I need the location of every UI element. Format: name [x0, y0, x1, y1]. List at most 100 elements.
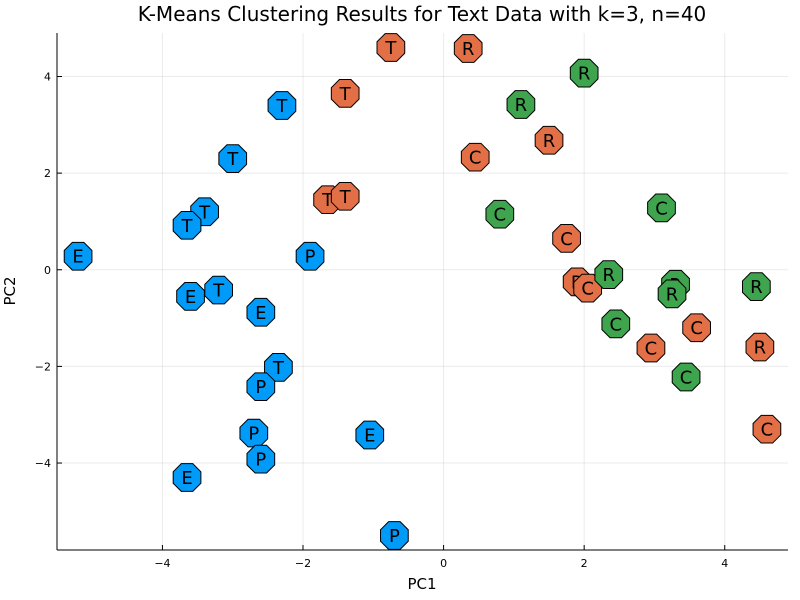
- y-axis-label: PC2: [1, 276, 19, 305]
- point-marker: [506, 90, 536, 119]
- data-point: E: [172, 463, 202, 492]
- point-marker: [267, 91, 297, 120]
- y-tick-label: 2: [44, 167, 51, 180]
- grid: [57, 33, 788, 550]
- data-point: T: [330, 181, 360, 211]
- data-point: C: [485, 199, 515, 229]
- data-point: C: [682, 313, 711, 343]
- point-label: E: [72, 247, 83, 268]
- point-marker: [594, 260, 624, 289]
- point-marker: [569, 58, 599, 88]
- data-point: R: [742, 272, 771, 302]
- data-point: R: [506, 90, 536, 119]
- y-tick-label: −2: [35, 360, 51, 373]
- point-marker: [246, 444, 276, 474]
- point-marker: [172, 463, 202, 492]
- data-point: E: [246, 297, 276, 327]
- x-tick-label: −2: [295, 557, 311, 570]
- point-label: C: [581, 279, 594, 300]
- point-label: T: [181, 216, 194, 237]
- point-marker: [172, 210, 202, 240]
- point-label: R: [750, 277, 763, 298]
- point-marker: [63, 241, 93, 271]
- point-marker: [647, 193, 676, 223]
- point-marker: [752, 414, 782, 444]
- point-marker: [453, 34, 483, 63]
- point-label: R: [462, 39, 475, 60]
- point-label: R: [543, 131, 556, 152]
- point-marker: [485, 199, 515, 229]
- data-point: P: [246, 444, 276, 474]
- cluster-3: RRCCRRRRCC: [485, 58, 771, 392]
- data-point: P: [380, 521, 409, 550]
- point-label: C: [680, 368, 693, 389]
- point-marker: [460, 142, 490, 172]
- point-label: P: [248, 424, 259, 445]
- point-label: E: [185, 287, 196, 308]
- point-label: R: [578, 64, 591, 85]
- point-marker: [176, 281, 205, 311]
- data-point: C: [552, 223, 581, 253]
- point-marker: [742, 272, 771, 302]
- data-point: C: [601, 309, 631, 339]
- point-marker: [601, 309, 631, 339]
- point-marker: [376, 33, 406, 62]
- chart-title: K-Means Clustering Results for Text Data…: [138, 2, 707, 26]
- point-marker: [657, 279, 687, 309]
- data-points: ETTTTPETETPPPEEPTRTRCTTCRCCCRCRRCCRRRRCC: [63, 33, 782, 550]
- point-marker: [246, 372, 276, 402]
- data-point: T: [376, 33, 406, 62]
- data-point: T: [264, 353, 293, 382]
- point-label: T: [339, 187, 352, 208]
- point-label: R: [515, 95, 528, 116]
- point-label: C: [610, 314, 623, 335]
- point-label: P: [255, 377, 266, 398]
- point-label: P: [255, 450, 266, 471]
- point-label: C: [469, 148, 482, 169]
- point-marker: [355, 420, 385, 450]
- data-point: R: [534, 125, 564, 155]
- point-marker: [745, 332, 775, 362]
- point-marker: [636, 333, 666, 363]
- data-point: C: [752, 414, 782, 444]
- x-axis-label: PC1: [407, 575, 436, 593]
- cluster-2: TRTRCTTCRCCCRC: [313, 33, 782, 444]
- x-tick-label: 2: [581, 557, 588, 570]
- point-label: T: [212, 281, 225, 302]
- point-marker: [330, 181, 360, 211]
- y-tick-label: 4: [44, 70, 51, 83]
- data-point: T: [204, 275, 234, 305]
- data-point: R: [594, 260, 624, 289]
- point-marker: [264, 353, 293, 382]
- x-tick-label: 0: [440, 557, 447, 570]
- point-label: T: [275, 96, 288, 117]
- point-label: E: [181, 468, 192, 489]
- x-tick-label: −4: [154, 557, 170, 570]
- point-label: R: [603, 265, 616, 286]
- data-point: P: [239, 418, 269, 448]
- point-label: T: [339, 84, 352, 105]
- x-tick-label: 4: [721, 557, 728, 570]
- point-marker: [204, 275, 234, 305]
- data-point: C: [671, 362, 701, 392]
- point-label: C: [560, 229, 573, 250]
- point-label: C: [761, 420, 774, 441]
- point-label: T: [226, 149, 239, 170]
- point-label: C: [645, 339, 658, 360]
- point-label: R: [754, 338, 767, 359]
- point-label: E: [255, 303, 266, 324]
- point-label: T: [384, 38, 397, 59]
- point-label: T: [198, 202, 211, 223]
- point-label: R: [666, 284, 679, 305]
- data-point: E: [176, 281, 205, 311]
- data-point: T: [267, 91, 297, 120]
- ticks: −4 −2 0 2 4 −4 −2 0 2 4: [35, 70, 728, 570]
- axes: [56, 33, 788, 551]
- point-marker: [380, 521, 409, 550]
- point-marker: [218, 144, 248, 173]
- y-tick-label: −4: [35, 457, 51, 470]
- data-point: E: [355, 420, 385, 450]
- point-marker: [330, 79, 360, 108]
- data-point: R: [657, 279, 687, 309]
